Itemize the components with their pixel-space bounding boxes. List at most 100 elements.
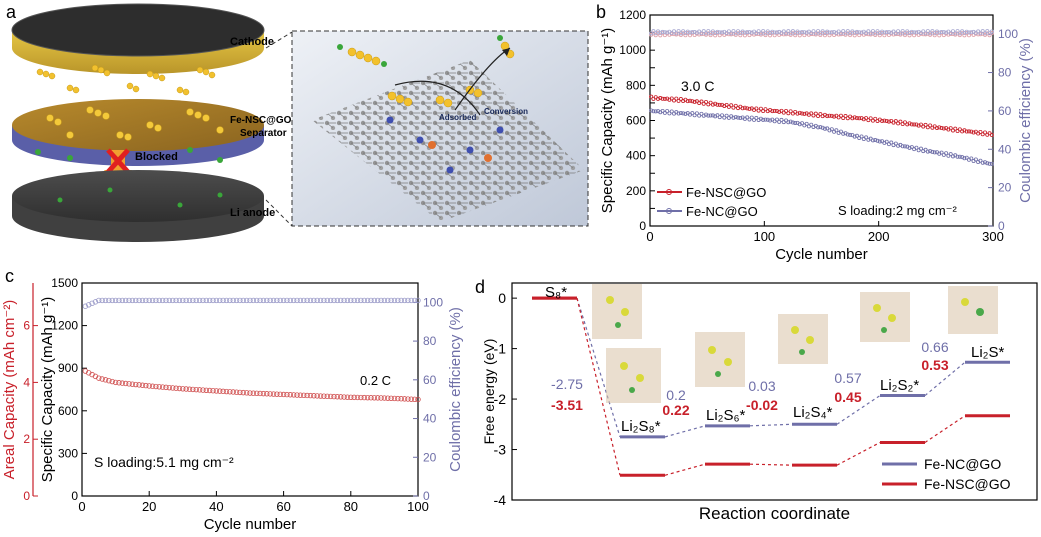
c-point: [378, 297, 384, 304]
b-point: [777, 29, 782, 34]
b-point: [772, 33, 777, 38]
b-point: [857, 116, 862, 121]
d-connector: [836, 441, 881, 466]
b-point: [980, 29, 985, 34]
b-point: [704, 100, 709, 105]
c-point: [190, 297, 196, 304]
b-point: [859, 134, 864, 139]
c-point: [267, 391, 273, 397]
c-point: [133, 381, 139, 388]
b-point: [964, 155, 969, 160]
panel-letter-c: c: [5, 266, 14, 286]
b-point: [800, 111, 805, 116]
b-point: [768, 33, 773, 38]
c-point: [159, 384, 166, 390]
c-point: [119, 380, 126, 386]
b-point: [706, 113, 711, 118]
c-xtick-label: 20: [142, 499, 156, 514]
b-point: [921, 29, 926, 34]
b-point: [966, 30, 971, 35]
c-point: [284, 297, 290, 304]
c-point: [233, 297, 240, 304]
b-point: [848, 33, 853, 38]
b-point: [868, 31, 873, 36]
c-point: [361, 297, 367, 304]
b-point: [989, 31, 994, 36]
b-point: [715, 102, 720, 107]
c-point: [274, 391, 280, 397]
panel-letter-d: d: [475, 277, 485, 297]
b-point: [914, 30, 919, 35]
c-point: [102, 377, 109, 383]
c-point: [122, 297, 129, 304]
b-point: [845, 29, 850, 34]
b-point: [957, 31, 962, 36]
c-point: [243, 390, 250, 396]
d-step-label-nc: 0.2: [666, 387, 686, 403]
b-point: [706, 29, 711, 34]
c-point: [230, 389, 236, 395]
c-point: [136, 382, 142, 388]
c-point: [213, 388, 220, 394]
c-point: [324, 393, 330, 400]
b-point: [656, 96, 661, 101]
b-point: [953, 126, 958, 131]
b-point: [678, 31, 683, 36]
b-point: [989, 161, 994, 166]
legend-label-fe-nc: Fe-NC@GO: [686, 204, 758, 219]
c-point: [284, 391, 290, 398]
b-ytick-label: 800: [626, 78, 646, 92]
c-point: [290, 297, 297, 304]
b-point: [948, 152, 953, 157]
c-point: [331, 297, 337, 304]
b-point: [710, 102, 715, 107]
b-point: [818, 125, 823, 130]
c-point: [250, 390, 257, 396]
c-point: [260, 390, 267, 397]
b-point: [678, 110, 683, 115]
c-point: [254, 297, 260, 304]
b-point: [971, 29, 976, 34]
b-point: [829, 30, 834, 35]
panel-c-plot-frame: [81, 282, 419, 497]
b-point: [825, 114, 830, 119]
c-point: [206, 387, 213, 394]
b-point: [688, 33, 693, 38]
c-point: [395, 297, 401, 304]
b-xtick-label: 100: [753, 229, 775, 244]
b-point: [651, 109, 656, 114]
b-point: [772, 30, 777, 35]
b-point: [889, 140, 894, 145]
c-ytick-label: 0: [71, 489, 78, 503]
b-point: [710, 31, 715, 36]
b-point: [905, 31, 910, 36]
b-point: [804, 121, 809, 126]
b-point: [793, 120, 798, 125]
b-point: [829, 127, 834, 132]
c-point: [287, 392, 294, 398]
c-point: [257, 390, 263, 397]
c-point: [203, 297, 210, 304]
c-point: [408, 297, 414, 304]
b-point: [934, 125, 939, 130]
b-point: [918, 146, 923, 151]
b-point: [724, 113, 729, 118]
c-point: [220, 388, 226, 395]
b-point: [724, 102, 729, 107]
c-point: [280, 391, 287, 398]
b-point: [740, 31, 745, 36]
b-point: [747, 30, 752, 35]
b-point: [909, 145, 914, 150]
c-point: [344, 394, 351, 400]
panel-c-y2label: Coulombic efficiency (%): [447, 307, 464, 472]
panel-b-loading-label: S loading:2 mg cm⁻²: [838, 203, 958, 218]
b-point: [898, 119, 903, 124]
c-y2tick-label: 100: [423, 295, 443, 309]
b-point: [939, 150, 944, 155]
c-point: [338, 394, 344, 400]
b-point: [656, 31, 661, 36]
c-point: [267, 297, 273, 304]
c-point: [200, 297, 206, 304]
panel-c-areal-label: Areal Capacity (mAh cm⁻²): [1, 300, 18, 480]
c-point: [193, 386, 199, 393]
